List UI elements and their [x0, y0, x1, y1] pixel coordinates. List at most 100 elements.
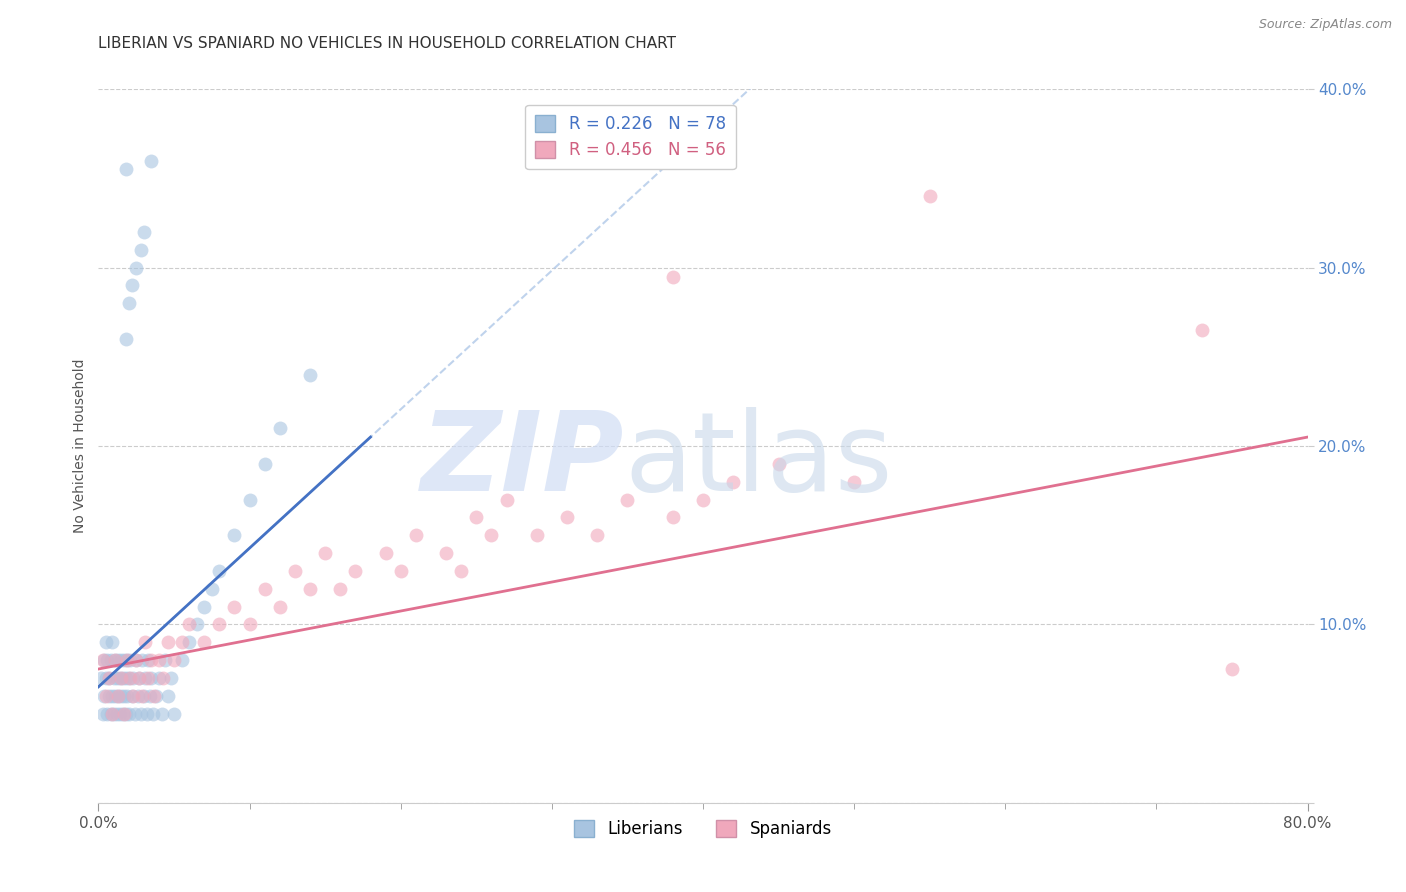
- Point: [96, 653, 118, 667]
- Point: [115, 653, 138, 667]
- Point: [586, 528, 609, 542]
- Point: [299, 582, 322, 596]
- Point: [125, 653, 148, 667]
- Point: [94, 671, 117, 685]
- Point: [329, 582, 352, 596]
- Point: [132, 689, 155, 703]
- Point: [1220, 662, 1243, 676]
- Point: [136, 671, 159, 685]
- Point: [112, 653, 135, 667]
- Point: [141, 153, 163, 168]
- Point: [112, 706, 135, 721]
- Point: [132, 225, 155, 239]
- Point: [208, 617, 231, 632]
- Point: [405, 528, 427, 542]
- Point: [143, 689, 166, 703]
- Point: [284, 564, 307, 578]
- Point: [101, 635, 124, 649]
- Point: [224, 528, 246, 542]
- Point: [179, 635, 201, 649]
- Point: [526, 528, 548, 542]
- Point: [114, 671, 136, 685]
- Point: [555, 510, 578, 524]
- Point: [201, 582, 224, 596]
- Point: [118, 296, 141, 310]
- Text: atlas: atlas: [624, 407, 893, 514]
- Point: [141, 671, 163, 685]
- Point: [105, 706, 128, 721]
- Point: [129, 706, 152, 721]
- Point: [434, 546, 457, 560]
- Point: [125, 260, 148, 275]
- Point: [139, 689, 162, 703]
- Point: [160, 671, 183, 685]
- Point: [918, 189, 941, 203]
- Point: [193, 635, 215, 649]
- Point: [208, 564, 231, 578]
- Point: [723, 475, 745, 489]
- Point: [156, 689, 179, 703]
- Point: [239, 617, 262, 632]
- Point: [136, 653, 159, 667]
- Point: [103, 706, 125, 721]
- Point: [269, 421, 291, 435]
- Point: [135, 706, 157, 721]
- Point: [112, 689, 135, 703]
- Point: [344, 564, 367, 578]
- Text: LIBERIAN VS SPANIARD NO VEHICLES IN HOUSEHOLD CORRELATION CHART: LIBERIAN VS SPANIARD NO VEHICLES IN HOUS…: [98, 36, 676, 51]
- Point: [101, 689, 124, 703]
- Point: [121, 689, 143, 703]
- Point: [108, 671, 131, 685]
- Point: [163, 653, 186, 667]
- Point: [110, 671, 132, 685]
- Point: [114, 332, 136, 346]
- Point: [314, 546, 336, 560]
- Point: [98, 671, 121, 685]
- Point: [131, 689, 153, 703]
- Point: [131, 653, 153, 667]
- Point: [110, 689, 132, 703]
- Point: [253, 582, 276, 596]
- Point: [103, 671, 125, 685]
- Point: [134, 635, 156, 649]
- Legend: Liberians, Spaniards: Liberians, Spaniards: [568, 813, 838, 845]
- Point: [128, 671, 150, 685]
- Point: [844, 475, 866, 489]
- Point: [481, 528, 503, 542]
- Point: [114, 162, 136, 177]
- Point: [96, 706, 118, 721]
- Point: [148, 653, 170, 667]
- Point: [118, 671, 141, 685]
- Point: [107, 689, 129, 703]
- Point: [179, 617, 201, 632]
- Point: [193, 599, 215, 614]
- Point: [134, 671, 156, 685]
- Point: [111, 706, 134, 721]
- Point: [122, 689, 145, 703]
- Point: [170, 653, 193, 667]
- Point: [122, 671, 145, 685]
- Point: [170, 635, 193, 649]
- Point: [374, 546, 396, 560]
- Point: [114, 706, 136, 721]
- Point: [104, 653, 127, 667]
- Point: [93, 653, 115, 667]
- Point: [91, 706, 114, 721]
- Point: [616, 492, 638, 507]
- Point: [465, 510, 488, 524]
- Point: [1191, 323, 1213, 337]
- Point: [450, 564, 472, 578]
- Point: [692, 492, 714, 507]
- Point: [150, 706, 173, 721]
- Point: [127, 689, 149, 703]
- Point: [98, 671, 121, 685]
- Point: [120, 653, 142, 667]
- Point: [239, 492, 262, 507]
- Point: [153, 653, 176, 667]
- Point: [495, 492, 517, 507]
- Point: [120, 671, 142, 685]
- Point: [91, 653, 114, 667]
- Point: [107, 689, 129, 703]
- Point: [115, 689, 138, 703]
- Point: [141, 653, 163, 667]
